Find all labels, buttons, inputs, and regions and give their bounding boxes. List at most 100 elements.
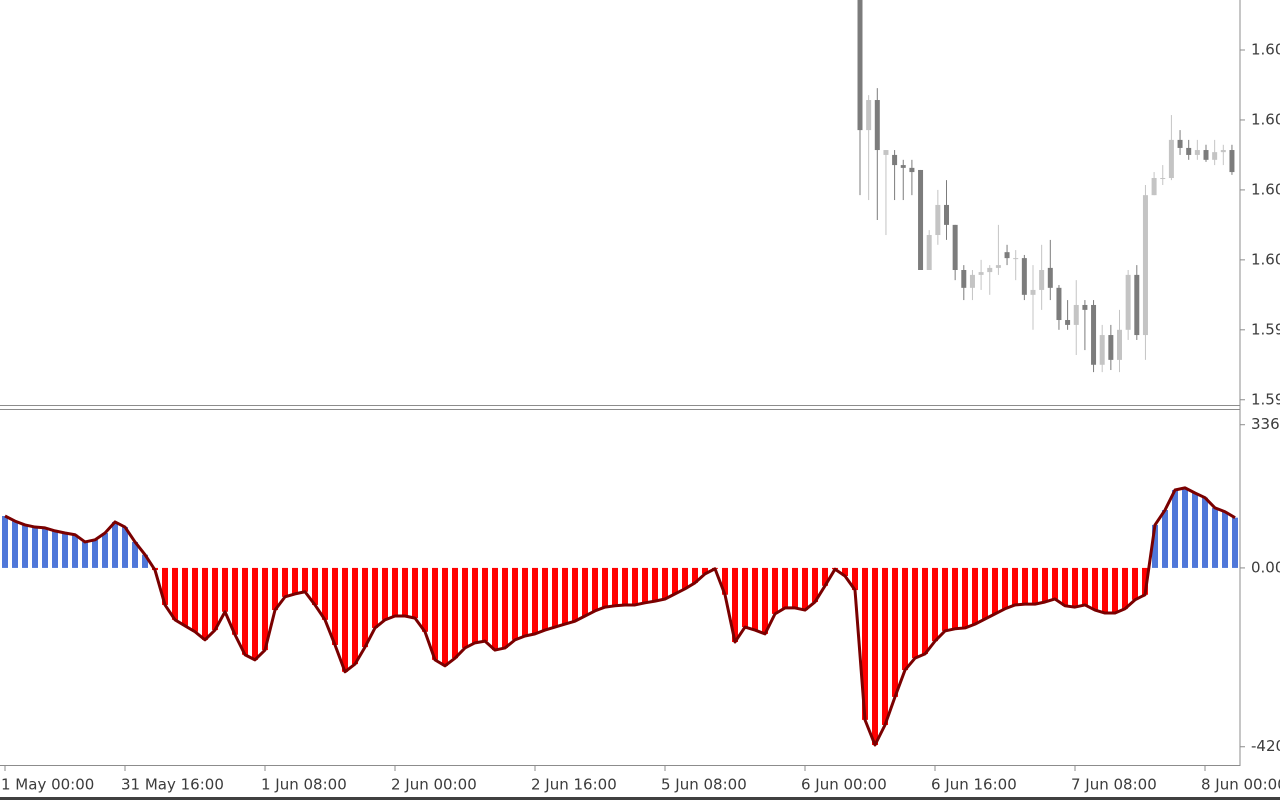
oscillator-bar [22,524,28,568]
candle-body [1229,150,1235,173]
x-tick-label: 1 May 00:00 [1,776,94,794]
oscillator-bar [262,567,268,651]
oscillator-bar [472,567,478,643]
oscillator-bar [1152,524,1158,568]
oscillator-bar [302,567,308,592]
candle-body [961,270,967,288]
candle-body [1177,139,1183,148]
oscillator-bar [882,567,888,725]
x-tick-label: 1 Jun 08:00 [261,776,347,794]
price-panel [857,0,1235,373]
oscillator-bar [502,567,508,648]
oscillator-bar [342,567,348,672]
candle-body [952,224,958,270]
oscillator-bar [272,567,278,611]
oscillator-bar [1232,517,1238,568]
candle-body [1039,270,1045,290]
oscillator-bar [92,539,98,568]
oscillator-bar [42,527,48,568]
oscillator-bar [772,567,778,614]
candle-body [1117,329,1122,360]
y-tick-label: 1.60300 [1251,180,1280,198]
oscillator-bar [1032,567,1038,605]
candle-body [1160,178,1166,180]
oscillator-bar [2,515,8,568]
candle-body [1194,150,1200,155]
candle-body [1151,178,1157,196]
oscillator-bar [1102,567,1108,614]
oscillator-bar [1172,490,1178,568]
oscillator-bar [362,567,368,648]
oscillator-bar [852,567,858,591]
candle-body [900,165,906,168]
oscillator-bar [242,567,248,655]
oscillator-bar [82,541,88,568]
oscillator-bar [122,527,128,568]
candle-body [978,272,984,275]
oscillator-bar [1092,567,1098,611]
oscillator-bar [112,521,118,568]
oscillator-bar [992,567,998,614]
oscillator-bar [792,567,798,608]
oscillator-bar [802,567,808,611]
oscillator-bar [562,567,568,625]
oscillator-bar [192,567,198,632]
oscillator-bar [212,567,218,631]
oscillator-bar [332,567,338,645]
oscillator-bar [922,567,928,654]
x-tick-label: 5 Jun 08:00 [661,776,747,794]
oscillator-bar [1212,507,1218,568]
oscillator-bar [1222,511,1228,568]
oscillator-bar [392,567,398,617]
oscillator-bar [1082,567,1088,605]
oscillator-bar [892,567,898,697]
oscillator-bar [612,567,618,606]
oscillator-bar [172,567,178,620]
oscillator-bar [462,567,468,648]
y-tick-label: 1.59900 [1251,320,1280,338]
oscillator-bar [1022,567,1028,605]
oscillator-bar [902,567,908,671]
y-tick-label: 336.45 [1251,415,1280,433]
oscillator-bar [412,567,418,619]
oscillator-bar [512,567,518,640]
oscillator-bar [1072,567,1078,608]
candle-body [1073,304,1079,325]
oscillator-bar [12,521,18,568]
oscillator-bar [522,567,528,637]
oscillator-bar [422,567,428,632]
candle-body [1004,252,1010,259]
oscillator-bar [1202,497,1208,568]
candle-body [857,0,863,131]
oscillator-bar [1162,510,1168,568]
candle-body [987,267,993,273]
x-tick-label: 7 Jun 08:00 [1071,776,1157,794]
oscillator-bar [1002,567,1008,609]
oscillator-bar [862,567,868,720]
candle-body [1099,335,1105,365]
oscillator-bar [232,567,238,635]
candle-body [1220,150,1226,153]
x-tick-label: 31 May 16:00 [121,776,224,794]
oscillator-bar [1132,567,1138,600]
oscillator-bar [752,567,758,631]
oscillator-bar [582,567,588,617]
candle-body [944,204,949,225]
oscillator-bar [572,567,578,622]
oscillator-bar [1182,487,1188,568]
oscillator-bar [142,554,148,568]
oscillator-bar [842,567,848,577]
y-tick-label: 1.60500 [1251,110,1280,128]
x-tick-label: 8 Jun 00:00 [1201,776,1280,794]
candle-body [874,100,880,151]
oscillator-bar [52,530,58,568]
candle-body [1203,150,1209,160]
y-tick-label: -420.12 [1251,737,1280,755]
candle-body [1021,258,1027,295]
oscillator-bar [182,567,188,626]
oscillator-bar [912,567,918,659]
candle-body [1056,287,1062,321]
